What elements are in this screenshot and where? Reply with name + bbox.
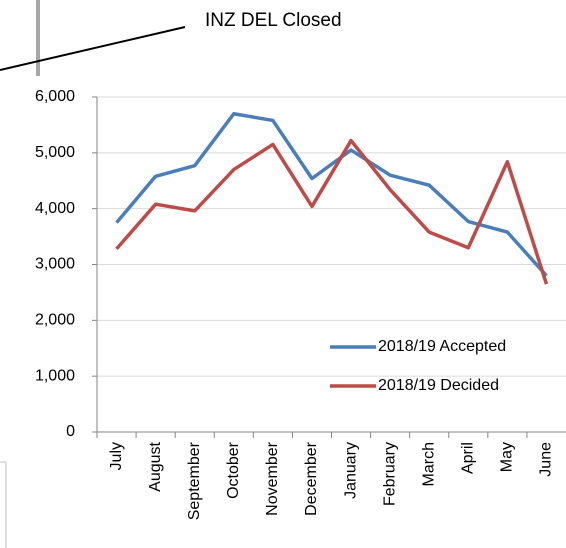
y-tick-label: 0 — [66, 423, 75, 440]
annotation: INZ DEL Closed — [205, 10, 342, 31]
y-tick-label: 5,000 — [35, 144, 75, 161]
x-tick-label: January — [342, 442, 359, 499]
y-tick-label: 2,000 — [35, 312, 75, 329]
x-tick-label: August — [147, 441, 164, 491]
x-tick-label: March — [420, 442, 437, 486]
legend-label: 2018/19 Decided — [378, 377, 499, 394]
series-line — [115, 138, 549, 285]
x-tick-label: July — [108, 442, 125, 470]
x-tick-label: December — [303, 441, 320, 515]
x-tick-label: February — [381, 442, 398, 506]
x-tick-label: June — [538, 442, 555, 477]
x-tick-label: November — [264, 441, 281, 515]
y-tick-label: 1,000 — [35, 367, 75, 384]
y-tick-label: 4,000 — [35, 200, 75, 217]
series-line — [115, 112, 548, 277]
frame-edge — [0, 461, 7, 548]
x-tick-label: May — [499, 442, 516, 472]
y-tick-label: 6,000 — [35, 88, 75, 105]
x-tick-label: September — [186, 441, 203, 520]
legend-label: 2018/19 Accepted — [378, 338, 506, 355]
x-tick-label: October — [225, 441, 242, 499]
y-tick-label: 3,000 — [35, 256, 75, 273]
annotation-leader — [0, 26, 186, 71]
x-tick-label: April — [460, 442, 477, 474]
